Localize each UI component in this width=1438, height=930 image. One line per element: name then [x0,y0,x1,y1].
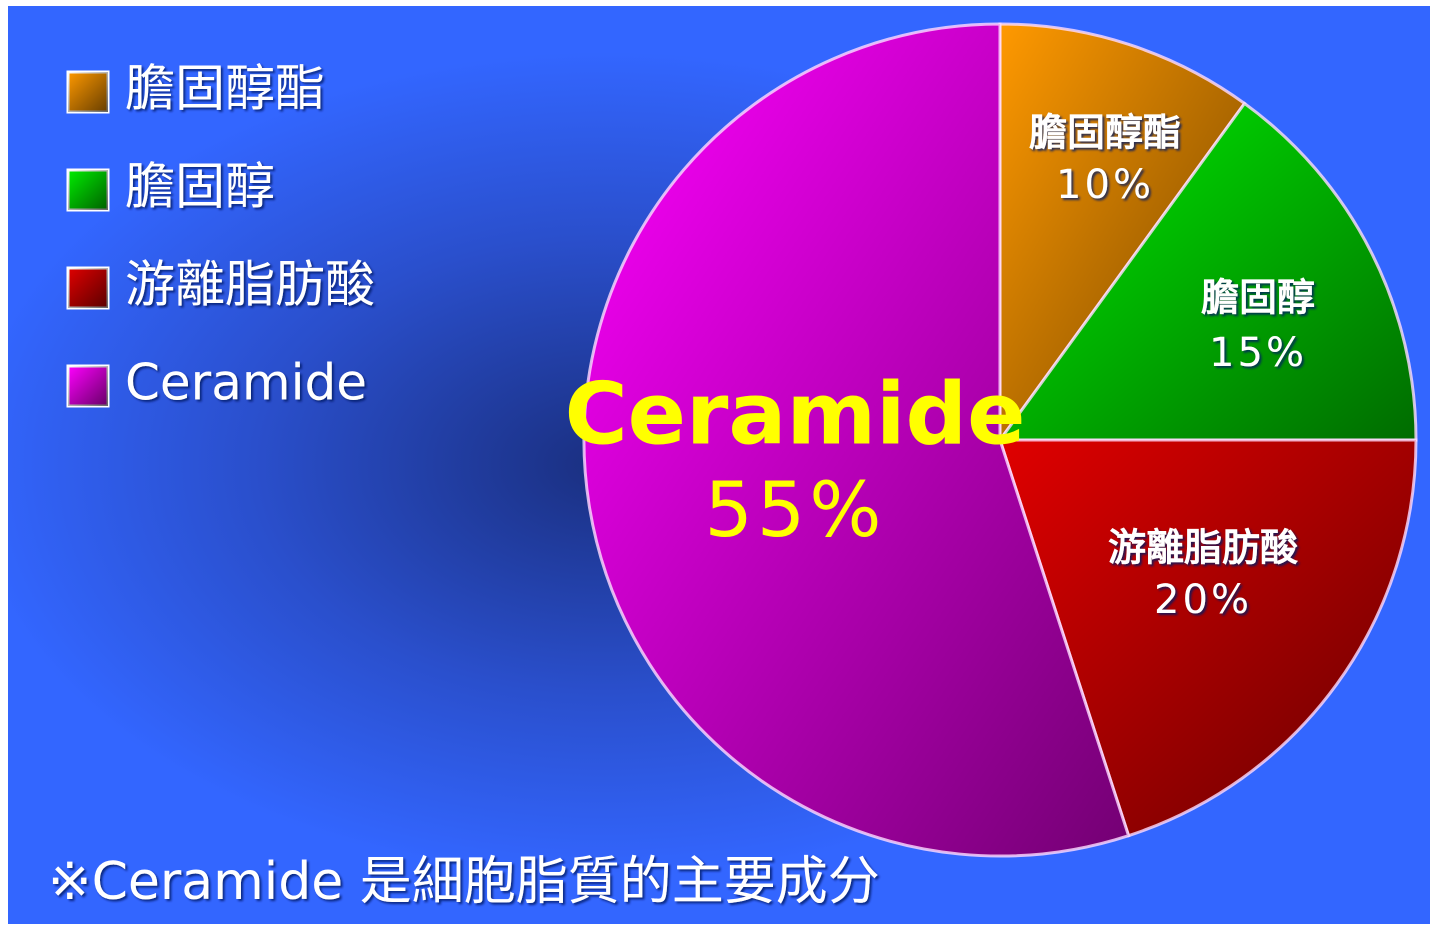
legend-label: 膽固醇酯 [125,60,325,118]
data-label-name: 膽固醇 [1201,276,1315,320]
legend-label: 游離脂肪酸 [125,256,375,314]
legend-swatch-shade [68,72,108,112]
data-label-name: 膽固醇酯 [1029,111,1181,155]
annotation: ※Ceramide 是細胞脂質的主要成分 [48,852,880,912]
data-label-value: 55% [705,465,886,554]
data-label-value: 15% [1209,330,1307,376]
legend-label: 膽固醇 [125,158,275,216]
data-label-value: 20% [1154,577,1252,623]
slice-shade [997,438,1418,838]
slice-shade [998,22,1247,445]
legend-swatch-shade [68,366,108,406]
slice-shade [997,101,1418,442]
data-label-name: 游離脂肪酸 [1108,526,1299,570]
legend-label: Ceramide [125,354,367,412]
slice-shade [582,22,1131,858]
legend-swatch-shade [68,268,108,308]
data-label-name: Ceramide [565,364,1026,464]
data-label-value: 10% [1056,162,1154,208]
legend-swatch-shade [68,170,108,210]
